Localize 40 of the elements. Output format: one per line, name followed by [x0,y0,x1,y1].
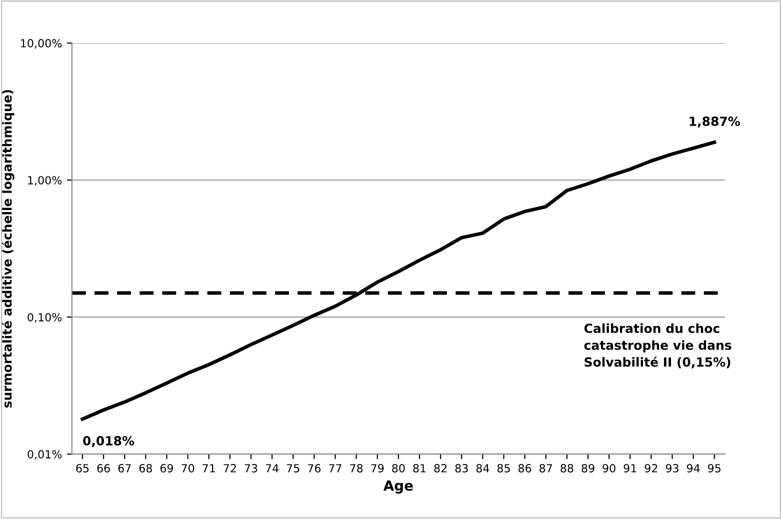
x-tick-label: 71 [202,464,215,472]
x-tick-label: 93 [666,464,678,472]
ref-line-label: Calibration du choc catastrophe vie dans Solvabilité II (0,15%) [584,323,732,368]
x-tick-label: 69 [160,464,174,472]
x-tick-label: 84 [476,464,490,472]
x-tick-label: 88 [560,464,574,472]
x-tick-label: 66 [97,464,110,472]
x-tick-label: 85 [497,464,510,472]
x-tick-label: 79 [371,464,384,472]
y-tick-label: 10,00% [21,39,62,49]
x-tick-label: 80 [392,464,405,472]
x-tick-label: 89 [582,464,594,472]
x-tick-label: 82 [434,464,447,472]
x-tick-label: 81 [413,464,426,472]
x-tick-label: 94 [686,464,700,472]
x-tick-label: 67 [118,464,131,472]
x-tick-label: 68 [139,464,152,472]
x-tick-label: 90 [602,464,616,472]
data-label: 0,018% [83,436,134,448]
x-tick-label: 76 [308,464,321,472]
x-tick-label: 83 [455,464,468,472]
x-tick-label: 91 [624,464,636,472]
y-tick-label: 1,00% [28,176,62,186]
x-tick-label: 70 [182,464,194,472]
x-axis-title: Age [383,480,413,494]
y-tick-label: 0,01% [28,450,62,460]
x-tick-label: 95 [708,464,720,472]
x-tick-label: 92 [644,464,658,472]
x-tick-label: 74 [266,464,278,472]
x-tick-label: 65 [76,464,89,472]
x-tick-label: 77 [329,464,342,472]
y-tick-label: 0,10% [28,313,62,323]
x-tick-label: 87 [540,464,552,472]
x-tick-label: 73 [244,464,258,472]
x-tick-label: 75 [286,464,300,472]
x-tick-label: 86 [518,464,532,472]
data-label: 1,887% [690,116,740,128]
x-tick-label: 78 [350,464,363,472]
y-axis-title: surmortalité additive (échelle logarithmique) [2,90,14,408]
x-tick-label: 72 [224,464,236,472]
